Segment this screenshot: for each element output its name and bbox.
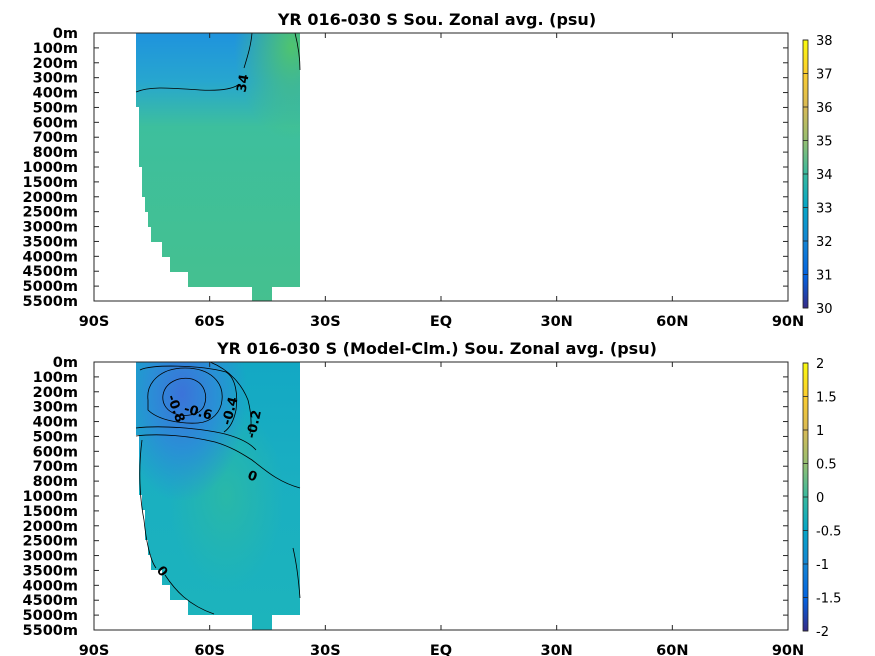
anomaly-field <box>136 362 300 630</box>
colorbar-tick-label: 31 <box>816 269 833 284</box>
y-tick-label: 400m <box>33 415 78 431</box>
x-tick-label: EQ <box>430 314 452 330</box>
salinity-field <box>136 33 300 301</box>
y-axis: 0m100m200m300m400m500m600m700m800m1000m1… <box>23 355 788 639</box>
y-tick-label: 300m <box>33 400 78 416</box>
y-tick-label: 800m <box>33 145 78 161</box>
x-tick-label: 30S <box>310 314 341 330</box>
y-tick-label: 700m <box>33 130 78 146</box>
y-tick-label: 500m <box>33 100 78 116</box>
y-tick-label: 2500m <box>23 534 78 550</box>
y-tick-label: 2500m <box>23 205 78 221</box>
colorbar-tick-label: -2 <box>816 625 829 640</box>
colorbar-ticks: 2 1.5 1 0.5 0 -0.5 -1 -1.5 -2 <box>803 357 841 640</box>
y-tick-label: 600m <box>33 444 78 460</box>
y-tick-label: 300m <box>33 71 78 87</box>
y-tick-label: 4500m <box>23 264 78 280</box>
panel-salinity-anomaly: YR 016-030 S (Model-Clm.) Sou. Zonal avg… <box>23 339 842 656</box>
y-tick-label: 0m <box>53 355 78 371</box>
x-tick-label: 60N <box>656 314 688 330</box>
x-tick-label: 90N <box>772 314 804 330</box>
x-tick-label: 60S <box>194 643 225 656</box>
y-tick-label: 3500m <box>23 563 78 579</box>
y-tick-label: 200m <box>33 56 78 72</box>
y-tick-label: 400m <box>33 86 78 102</box>
y-tick-label: 100m <box>33 370 78 386</box>
colorbar-tick-label: 36 <box>816 101 833 116</box>
y-tick-label: 700m <box>33 459 78 475</box>
y-tick-label: 4500m <box>23 593 78 609</box>
contour-label: -0.4 <box>220 395 242 426</box>
y-tick-label: 2000m <box>23 190 78 206</box>
y-tick-label: 500m <box>33 429 78 445</box>
y-tick-label: 5500m <box>23 623 78 639</box>
y-axis: 0m100m200m300m400m500m600m700m800m1000m1… <box>23 26 788 310</box>
colorbar-tick-label: -1 <box>816 558 829 573</box>
colorbar-tick-label: 1.5 <box>816 391 837 406</box>
y-tick-label: 0m <box>53 26 78 42</box>
chart-title: YR 016-030 S (Model-Clm.) Sou. Zonal avg… <box>216 339 657 358</box>
contour-lines <box>135 361 301 615</box>
x-axis: 90S 60S 30S EQ 30N 60N 90N <box>79 362 804 656</box>
y-tick-label: 3000m <box>23 220 78 236</box>
contour-label: 34 <box>235 73 253 93</box>
colorbar-tick-label: -0.5 <box>816 525 841 540</box>
y-tick-label: 3000m <box>23 549 78 565</box>
y-tick-label: 3500m <box>23 234 78 250</box>
colorbar-tick-label: 35 <box>816 135 833 150</box>
x-tick-label: 30N <box>541 643 573 656</box>
contour-label: -0.6 <box>182 402 213 424</box>
y-tick-label: 200m <box>33 385 78 401</box>
y-tick-label: 1000m <box>23 160 78 176</box>
y-tick-label: 5000m <box>23 279 78 295</box>
y-tick-label: 5500m <box>23 294 78 310</box>
y-tick-label: 100m <box>33 41 78 57</box>
x-axis: 90S 60S 30S EQ 30N 60N 90N <box>79 33 804 330</box>
y-tick-label: 4000m <box>23 249 78 265</box>
x-tick-label: 90S <box>79 643 110 656</box>
x-tick-label: 90N <box>772 643 804 656</box>
colorbar-tick-label: 0.5 <box>816 458 837 473</box>
y-tick-label: 2000m <box>23 519 78 535</box>
colorbar-tick-label: 37 <box>816 68 833 83</box>
colorbar-tick-label: 32 <box>816 235 833 250</box>
y-tick-label: 5000m <box>23 608 78 624</box>
x-tick-label: 30S <box>310 643 341 656</box>
colorbar-tick-label: 30 <box>816 302 833 317</box>
y-tick-label: 4000m <box>23 578 78 594</box>
colorbar-tick-label: 38 <box>816 34 833 49</box>
colorbar-tick-label: 0 <box>816 491 824 506</box>
y-tick-label: 1500m <box>23 504 78 520</box>
x-tick-label: EQ <box>430 643 452 656</box>
chart-title: YR 016-030 S Sou. Zonal avg. (psu) <box>277 10 596 29</box>
x-tick-label: 90S <box>79 314 110 330</box>
x-tick-label: 60N <box>656 643 688 656</box>
colorbar-tick-label: -1.5 <box>816 592 841 607</box>
contour-lines <box>135 32 301 93</box>
x-tick-label: 30N <box>541 314 573 330</box>
y-tick-label: 1000m <box>23 489 78 505</box>
colorbar-tick-label: 33 <box>816 202 833 217</box>
y-tick-label: 1500m <box>23 175 78 191</box>
y-tick-label: 600m <box>33 115 78 131</box>
y-tick-label: 800m <box>33 474 78 490</box>
contour-label: -0.2 <box>244 409 265 440</box>
colorbar-tick-label: 1 <box>816 424 824 439</box>
colorbar-ticks: 30 31 32 33 34 35 36 37 38 <box>803 34 833 317</box>
colorbar-tick-label: 34 <box>816 168 833 183</box>
x-tick-label: 60S <box>194 314 225 330</box>
colorbar-tick-label: 2 <box>816 357 824 372</box>
panel-salinity: YR 016-030 S Sou. Zonal avg. (psu) 34 90… <box>23 10 833 330</box>
